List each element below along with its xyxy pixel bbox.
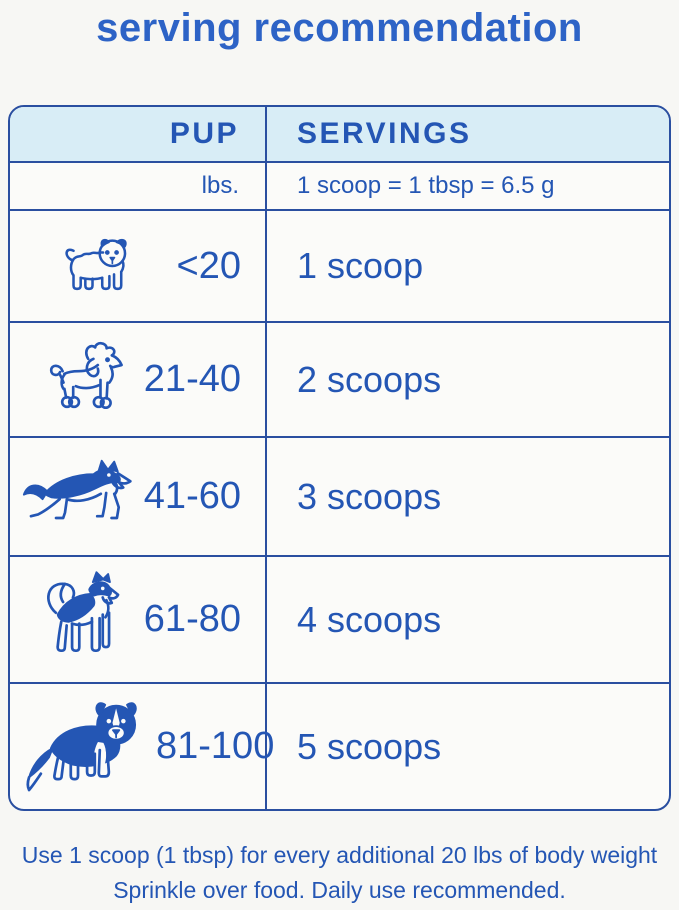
weight-range: 81-100 [156,725,275,767]
table-row: <20 1 scoop [10,211,669,323]
usage-note-line1: Use 1 scoop (1 tbsp) for every additiona… [21,842,658,868]
header-pup: PUP [10,107,267,161]
unit-label: lbs. [10,163,267,209]
table-row: 61-80 4 scoops [10,557,669,684]
usage-note: Use 1 scoop (1 tbsp) for every additiona… [0,838,679,908]
serving-table: PUP SERVINGS lbs. 1 scoop = 1 tbsp = 6.5… [8,105,671,811]
serving-amount: 3 scoops [297,475,442,517]
small-dog-icon [20,236,177,296]
table-header-row: PUP SERVINGS [10,107,669,163]
table-subheader-row: lbs. 1 scoop = 1 tbsp = 6.5 g [10,163,669,211]
usage-note-line2: Sprinkle over food. Daily use recommende… [113,877,566,903]
conversion-label: 1 scoop = 1 tbsp = 6.5 g [297,172,555,199]
serving-amount: 4 scoops [297,598,442,640]
table-row: 41-60 3 scoops [10,438,669,557]
weight-range: 21-40 [143,358,241,400]
german-shepherd-icon [20,457,144,536]
weight-range: 41-60 [143,475,241,517]
table-row: 81-100 5 scoops [10,684,669,809]
weight-range: 61-80 [143,598,241,640]
table-row: 21-40 2 scoops [10,323,669,438]
husky-icon [20,570,144,669]
header-servings: SERVINGS [297,117,472,150]
serving-amount: 2 scoops [297,358,442,400]
bernese-mountain-dog-icon [20,692,156,801]
weight-range: <20 [176,244,241,287]
serving-amount: 1 scoop [297,245,424,286]
poodle-icon [20,340,144,420]
page-title: serving recommendation [96,6,583,50]
serving-amount: 5 scoops [297,725,442,767]
